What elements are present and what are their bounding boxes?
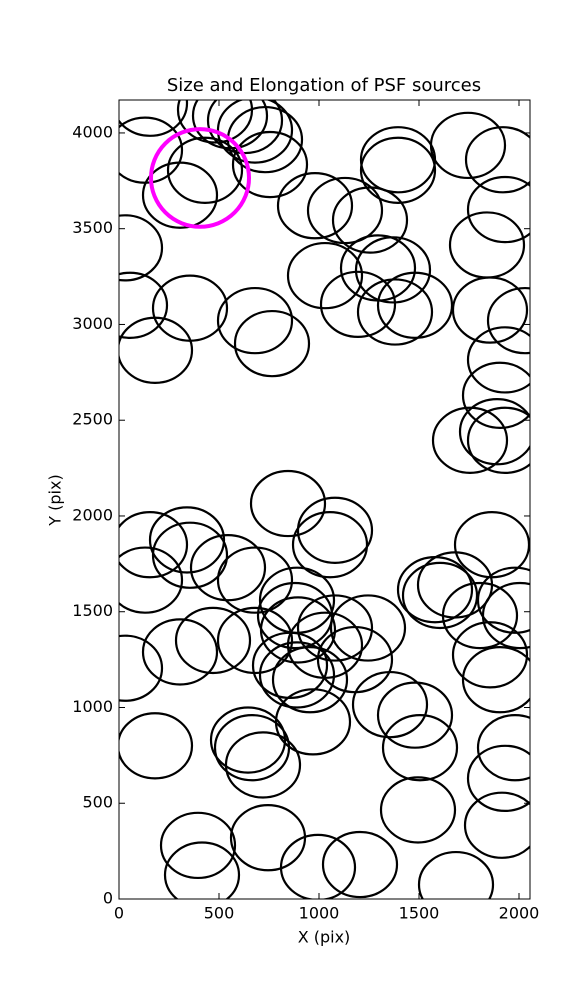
- psf-ellipse: [291, 511, 369, 579]
- y-axis-label: Y (pix): [46, 474, 65, 526]
- psf-ellipse: [464, 126, 530, 194]
- y-tick-label: 3500: [72, 218, 113, 237]
- y-tick-label: 2000: [72, 505, 113, 524]
- psf-ellipse: [451, 276, 529, 344]
- psf-ellipse: [119, 712, 194, 780]
- psf-ellipse: [174, 606, 252, 675]
- psf-ellipse: [119, 511, 189, 579]
- psf-ellipse: [189, 534, 267, 602]
- psf-ellipse: [276, 172, 354, 240]
- psf-ellipse: [486, 286, 530, 355]
- psf-ellipse: [216, 286, 294, 355]
- psf-ellipse: [466, 326, 530, 394]
- psf-ellipse: [119, 316, 194, 384]
- psf-ellipse: [431, 406, 509, 474]
- psf-ellipse: [359, 136, 437, 204]
- psf-ellipse: [286, 241, 364, 310]
- chart-title: Size and Elongation of PSF sources: [167, 75, 481, 96]
- psf-ellipse: [461, 646, 530, 714]
- x-tick-label: 500: [204, 904, 235, 923]
- psf-ellipse: [151, 274, 229, 342]
- psf-ellipse: [451, 621, 529, 689]
- psf-ellipse: [463, 791, 530, 859]
- psf-ellipse: [329, 594, 407, 662]
- plot-frame: [118, 99, 531, 900]
- psf-ellipse: [458, 398, 530, 466]
- psf-ellipse: [151, 521, 229, 589]
- x-tick-label: 0: [114, 904, 124, 923]
- psf-ellipse: [119, 546, 184, 614]
- psf-ellipse: [429, 111, 507, 180]
- psf-ellipse: [466, 744, 530, 812]
- psf-ellipse: [354, 236, 432, 304]
- psf-ellipse: [149, 127, 251, 229]
- psf-ellipse: [166, 136, 244, 204]
- psf-ellipse: [163, 841, 241, 899]
- psf-ellipse: [466, 175, 530, 244]
- y-tick-label: 500: [82, 793, 113, 812]
- psf-ellipse: [141, 161, 219, 229]
- psf-ellipse: [231, 130, 309, 199]
- psf-ellipse: [453, 511, 530, 579]
- psf-ellipse: [119, 214, 164, 282]
- psf-ellipse: [216, 606, 294, 675]
- psf-ellipse: [229, 804, 307, 872]
- psf-ellipse: [119, 271, 169, 339]
- psf-ellipse: [216, 100, 294, 164]
- psf-ellipse: [356, 278, 434, 346]
- psf-ellipse: [321, 830, 399, 899]
- psf-ellipse: [159, 811, 237, 880]
- psf-ellipse: [296, 594, 374, 662]
- psf-ellipse: [441, 581, 519, 650]
- psf-ellipse: [259, 596, 337, 664]
- psf-ellipse: [249, 469, 327, 538]
- psf-ellipse: [271, 646, 349, 714]
- psf-ellipse: [481, 581, 530, 650]
- y-tick-label: 2500: [72, 410, 113, 429]
- x-axis-label: X (pix): [298, 928, 351, 947]
- psf-ellipse: [296, 496, 374, 564]
- psf-ellipse: [258, 641, 336, 709]
- psf-ellipse: [141, 618, 219, 686]
- plot-area: [119, 100, 530, 899]
- psf-ellipse: [209, 706, 287, 774]
- x-tick-label: 1000: [299, 904, 340, 923]
- psf-ellipse: [233, 309, 311, 378]
- psf-ellipse: [331, 186, 409, 254]
- psf-ellipse: [279, 833, 357, 899]
- psf-ellipse: [381, 714, 459, 782]
- psf-ellipse: [319, 270, 397, 339]
- psf-ellipse: [351, 670, 429, 739]
- y-tick-label: 4000: [72, 122, 113, 141]
- psf-ellipse: [119, 100, 189, 137]
- psf-ellipse: [466, 406, 530, 474]
- psf-ellipse: [224, 731, 302, 799]
- y-tick-label: 1500: [72, 601, 113, 620]
- x-tick-label: 1500: [399, 904, 440, 923]
- psf-ellipse: [476, 566, 530, 634]
- psf-ellipse: [376, 271, 454, 339]
- psf-ellipse: [401, 561, 479, 630]
- psf-ellipse: [216, 546, 294, 614]
- psf-ellipse: [376, 681, 454, 749]
- psf-ellipse: [448, 211, 526, 279]
- psf-ellipse: [461, 361, 530, 429]
- y-tick-label: 1000: [72, 697, 113, 716]
- psf-ellipse: [274, 688, 352, 756]
- x-tick-label: 2000: [499, 904, 540, 923]
- psf-ellipse: [379, 776, 457, 844]
- psf-ellipse: [476, 714, 530, 782]
- y-tick-label: 0: [103, 889, 113, 908]
- y-tick-label: 3000: [72, 314, 113, 333]
- psf-ellipse: [206, 100, 284, 155]
- psf-ellipse: [119, 634, 164, 702]
- psf-ellipse: [339, 234, 417, 302]
- psf-ellipse: [417, 850, 495, 899]
